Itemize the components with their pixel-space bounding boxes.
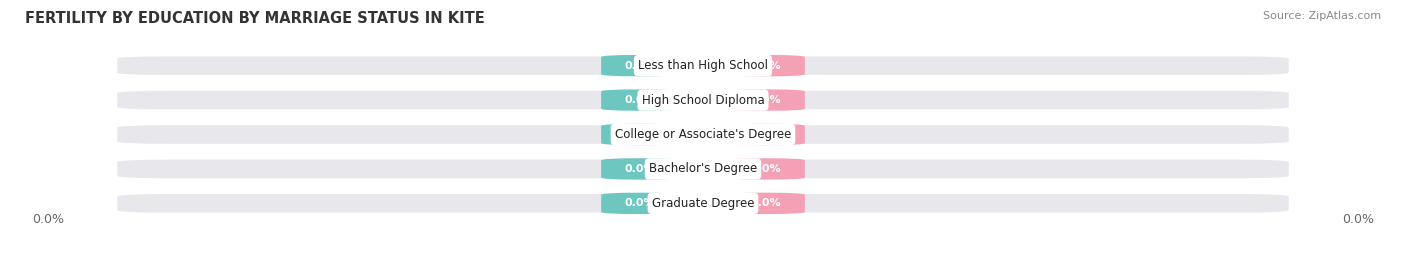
Text: High School Diploma: High School Diploma [641,94,765,107]
Text: Graduate Degree: Graduate Degree [652,197,754,210]
FancyBboxPatch shape [602,158,679,180]
Text: 0.0%: 0.0% [624,198,655,208]
FancyBboxPatch shape [602,124,679,145]
Text: 0.0%: 0.0% [751,129,782,140]
FancyBboxPatch shape [115,124,1291,145]
Text: 0.0%: 0.0% [624,164,655,174]
FancyBboxPatch shape [602,193,679,214]
Text: Source: ZipAtlas.com: Source: ZipAtlas.com [1263,11,1381,21]
Text: Bachelor's Degree: Bachelor's Degree [650,162,756,175]
FancyBboxPatch shape [115,193,1291,214]
Text: Less than High School: Less than High School [638,59,768,72]
Text: FERTILITY BY EDUCATION BY MARRIAGE STATUS IN KITE: FERTILITY BY EDUCATION BY MARRIAGE STATU… [25,11,485,26]
FancyBboxPatch shape [727,55,804,76]
Text: 0.0%: 0.0% [624,61,655,71]
Text: College or Associate's Degree: College or Associate's Degree [614,128,792,141]
FancyBboxPatch shape [602,55,679,76]
FancyBboxPatch shape [115,158,1291,180]
FancyBboxPatch shape [727,89,804,111]
FancyBboxPatch shape [115,89,1291,111]
Text: 0.0%: 0.0% [624,95,655,105]
Text: 0.0%: 0.0% [751,61,782,71]
Text: 0.0%: 0.0% [751,95,782,105]
Text: 0.0%: 0.0% [751,198,782,208]
Text: 0.0%: 0.0% [1341,213,1374,226]
FancyBboxPatch shape [602,89,679,111]
Text: 0.0%: 0.0% [32,213,65,226]
FancyBboxPatch shape [115,55,1291,76]
FancyBboxPatch shape [727,124,804,145]
Text: 0.0%: 0.0% [624,129,655,140]
FancyBboxPatch shape [727,193,804,214]
Text: 0.0%: 0.0% [751,164,782,174]
FancyBboxPatch shape [727,158,804,180]
